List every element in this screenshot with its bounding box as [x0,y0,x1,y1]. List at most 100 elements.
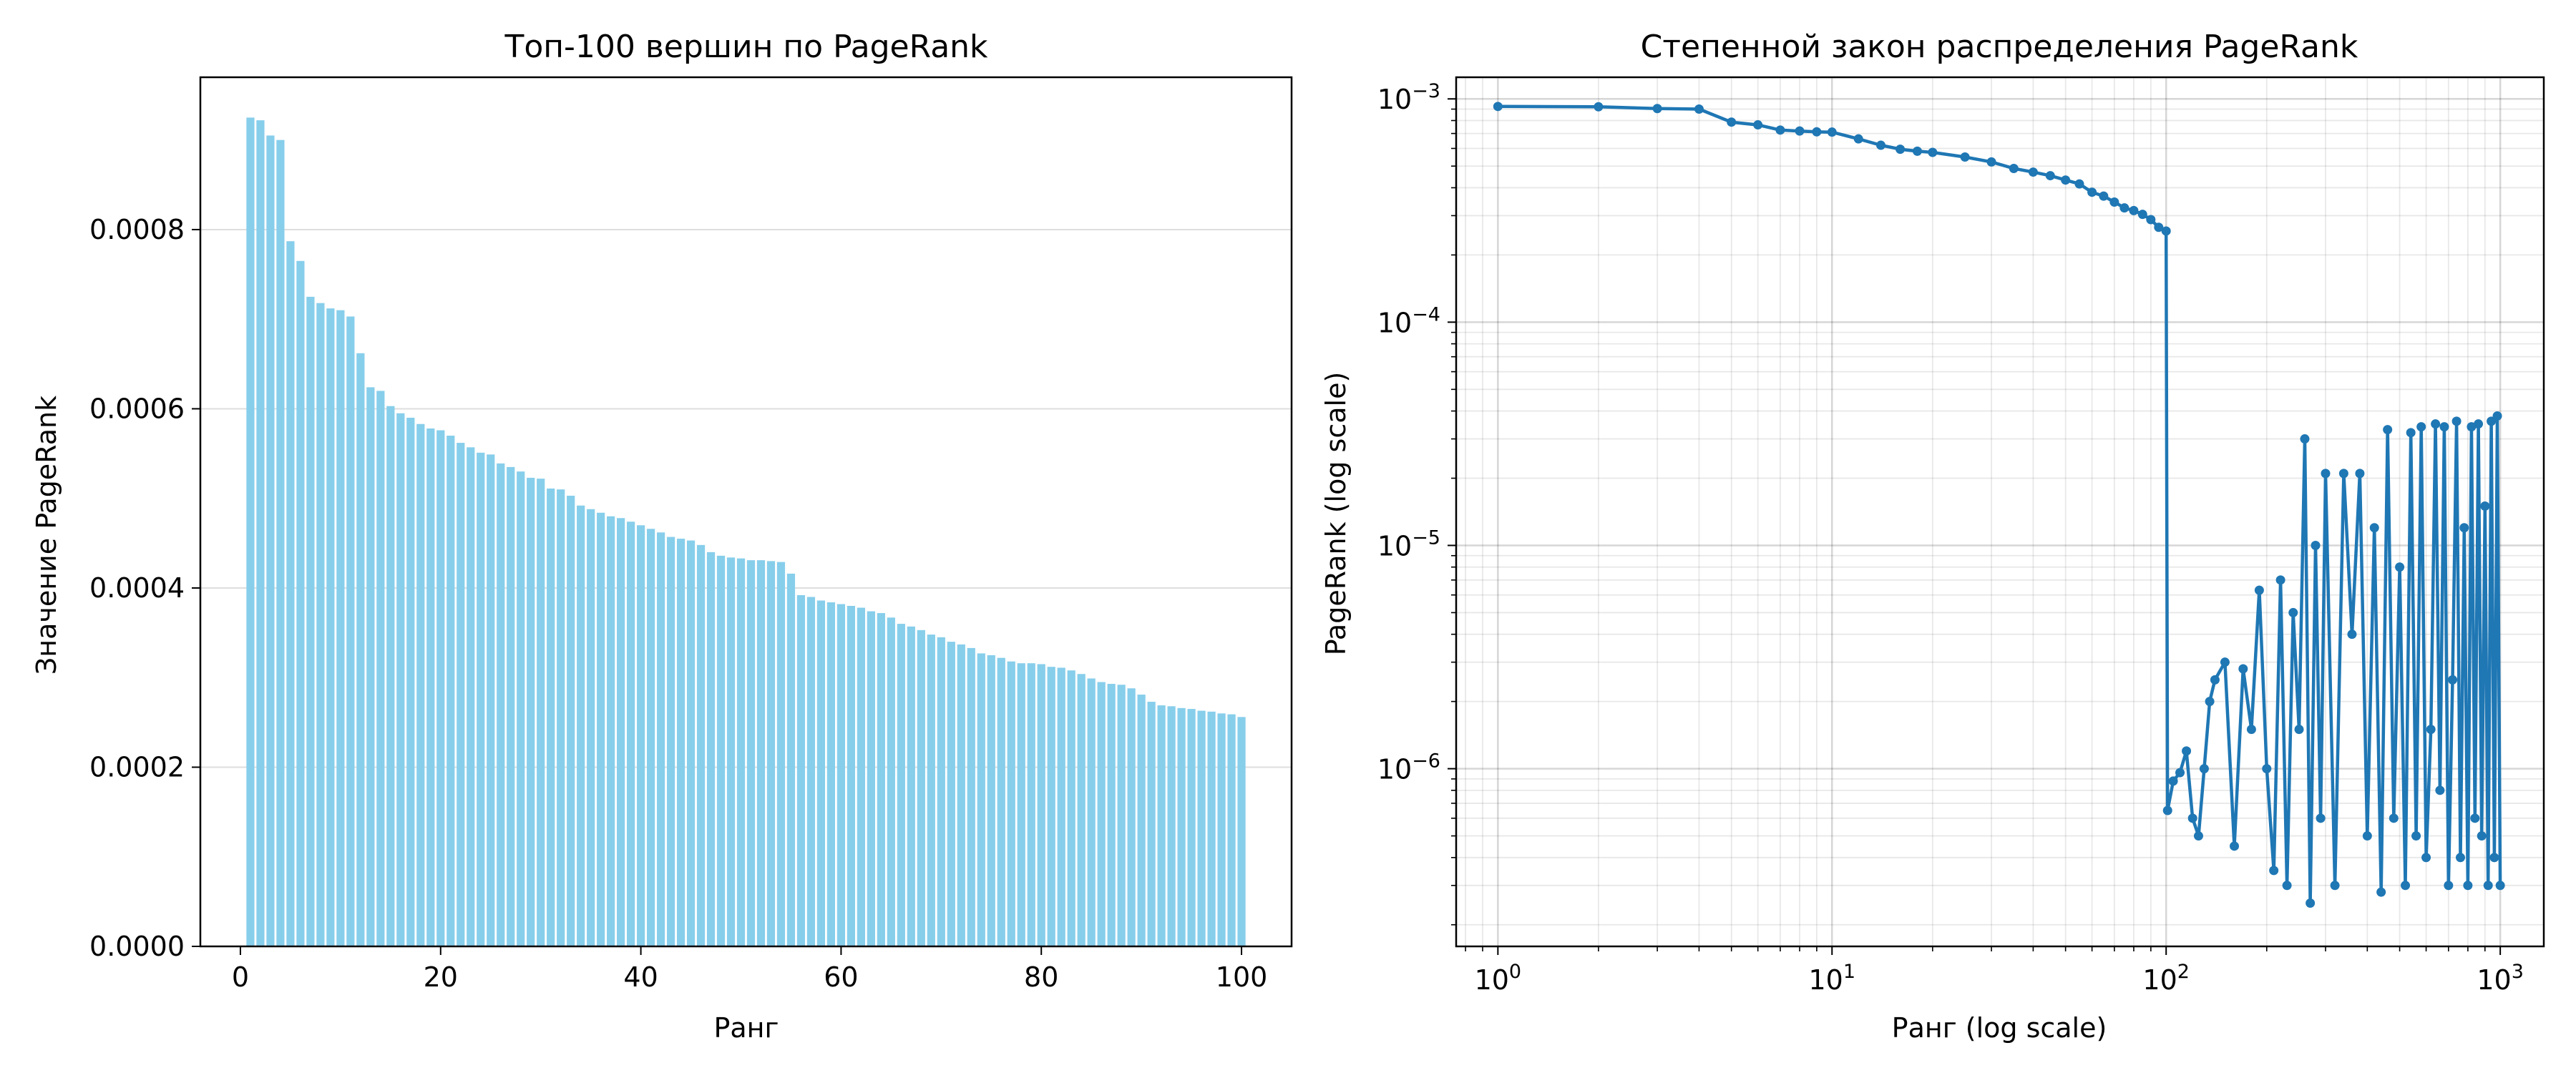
series-point [1876,140,1886,150]
series-point [2275,575,2285,585]
y-tick-label: 0.0004 [89,572,185,604]
loglog-chart-ticks: 100 101 102 103 10−6 10−5 10−4 10−3 [1377,80,2524,996]
x-tick-label: 60 [824,961,858,993]
bar [937,637,945,946]
series-point [2154,222,2164,232]
bar [527,477,535,946]
bar [947,642,955,946]
series-point [2205,697,2215,707]
series-point [2321,469,2331,479]
y-tick-label: 0.0002 [89,751,185,783]
bar [847,606,855,946]
bar [386,406,395,946]
bar [1187,709,1196,946]
bar [1097,682,1106,946]
series-point [2087,187,2097,197]
series-point [2137,210,2147,220]
bar [706,552,716,946]
series-point [1928,147,1938,157]
bar [1117,685,1126,946]
bar-chart-ticks: 0 20 40 60 80 100 0.0000 0.0002 0.0004 0.0006 0.00… [89,214,1267,993]
bar [1147,702,1156,946]
bar [957,644,965,946]
series-point [2246,725,2256,735]
bar [266,135,275,947]
bar [1127,688,1136,946]
bar [517,471,525,946]
bar [1057,667,1065,946]
series-point [2119,203,2129,213]
series-point [1795,126,1805,136]
series-point [2230,841,2240,851]
bar [1037,664,1045,946]
bar [1087,678,1096,946]
bar [786,573,796,946]
series-point [2431,419,2441,429]
bar [1227,714,1236,946]
bar [457,443,465,946]
series-point [2129,205,2139,215]
y-tick-label: 0.0000 [89,931,185,962]
bar [316,303,325,946]
bar [246,117,255,947]
series-point [2238,664,2248,674]
bar [336,310,345,946]
y-tick-label: 0.0006 [89,393,185,424]
bar-chart-ylabel: Значение PageRank [31,396,62,675]
series-point [2262,764,2272,774]
series-point [2168,776,2178,786]
bar [1237,717,1246,946]
series-point [2389,813,2399,823]
x-tick-label: 100 [1475,961,1522,996]
bar [977,653,985,946]
bar [1067,670,1075,946]
x-tick-label: 0 [232,961,249,993]
series-point [2459,523,2469,533]
series-line [1498,104,2502,905]
series-point [2187,813,2197,823]
series-point [2175,768,2185,778]
bar [296,260,305,947]
bar [1027,663,1035,946]
series-point [2362,831,2372,841]
bar [907,626,915,946]
bar [366,387,375,946]
series-point [2483,881,2493,891]
series-point [2146,215,2156,225]
bar [346,316,355,947]
series-point [2444,881,2454,891]
bar [1197,710,1206,946]
series-point [1753,120,1763,130]
series-point [2474,419,2484,429]
series-point [2480,501,2490,511]
series-point [2199,764,2209,774]
series-point [2282,881,2292,891]
bar [306,296,315,946]
bar [507,466,515,946]
bar [487,454,495,946]
bar-chart-panel: Топ-100 вершин по PageRank Ранг Значение… [31,29,1293,1044]
bar [436,430,445,946]
bar-chart-bars [246,117,1246,947]
x-tick-label: 100 [1216,961,1268,993]
bar [857,607,865,946]
bar-chart-title: Топ-100 вершин по PageRank [504,29,988,65]
series-point [2369,523,2379,533]
loglog-chart-xlabel: Ранг (log scale) [1892,1012,2107,1044]
bar [1157,705,1166,946]
series-point [2439,422,2449,432]
series-point [2161,226,2171,236]
loglog-chart-panel: Степенной закон распределения PageRank Р… [1320,29,2545,1044]
x-tick-label: 80 [1024,961,1058,993]
series-point [2109,197,2119,207]
series-point [2294,725,2304,735]
series-point [1727,117,1737,127]
bar [627,521,635,946]
series-point [2193,831,2203,841]
series-point [2338,469,2348,479]
bar [1017,663,1025,946]
series-point [2347,629,2357,640]
bar [477,452,485,946]
